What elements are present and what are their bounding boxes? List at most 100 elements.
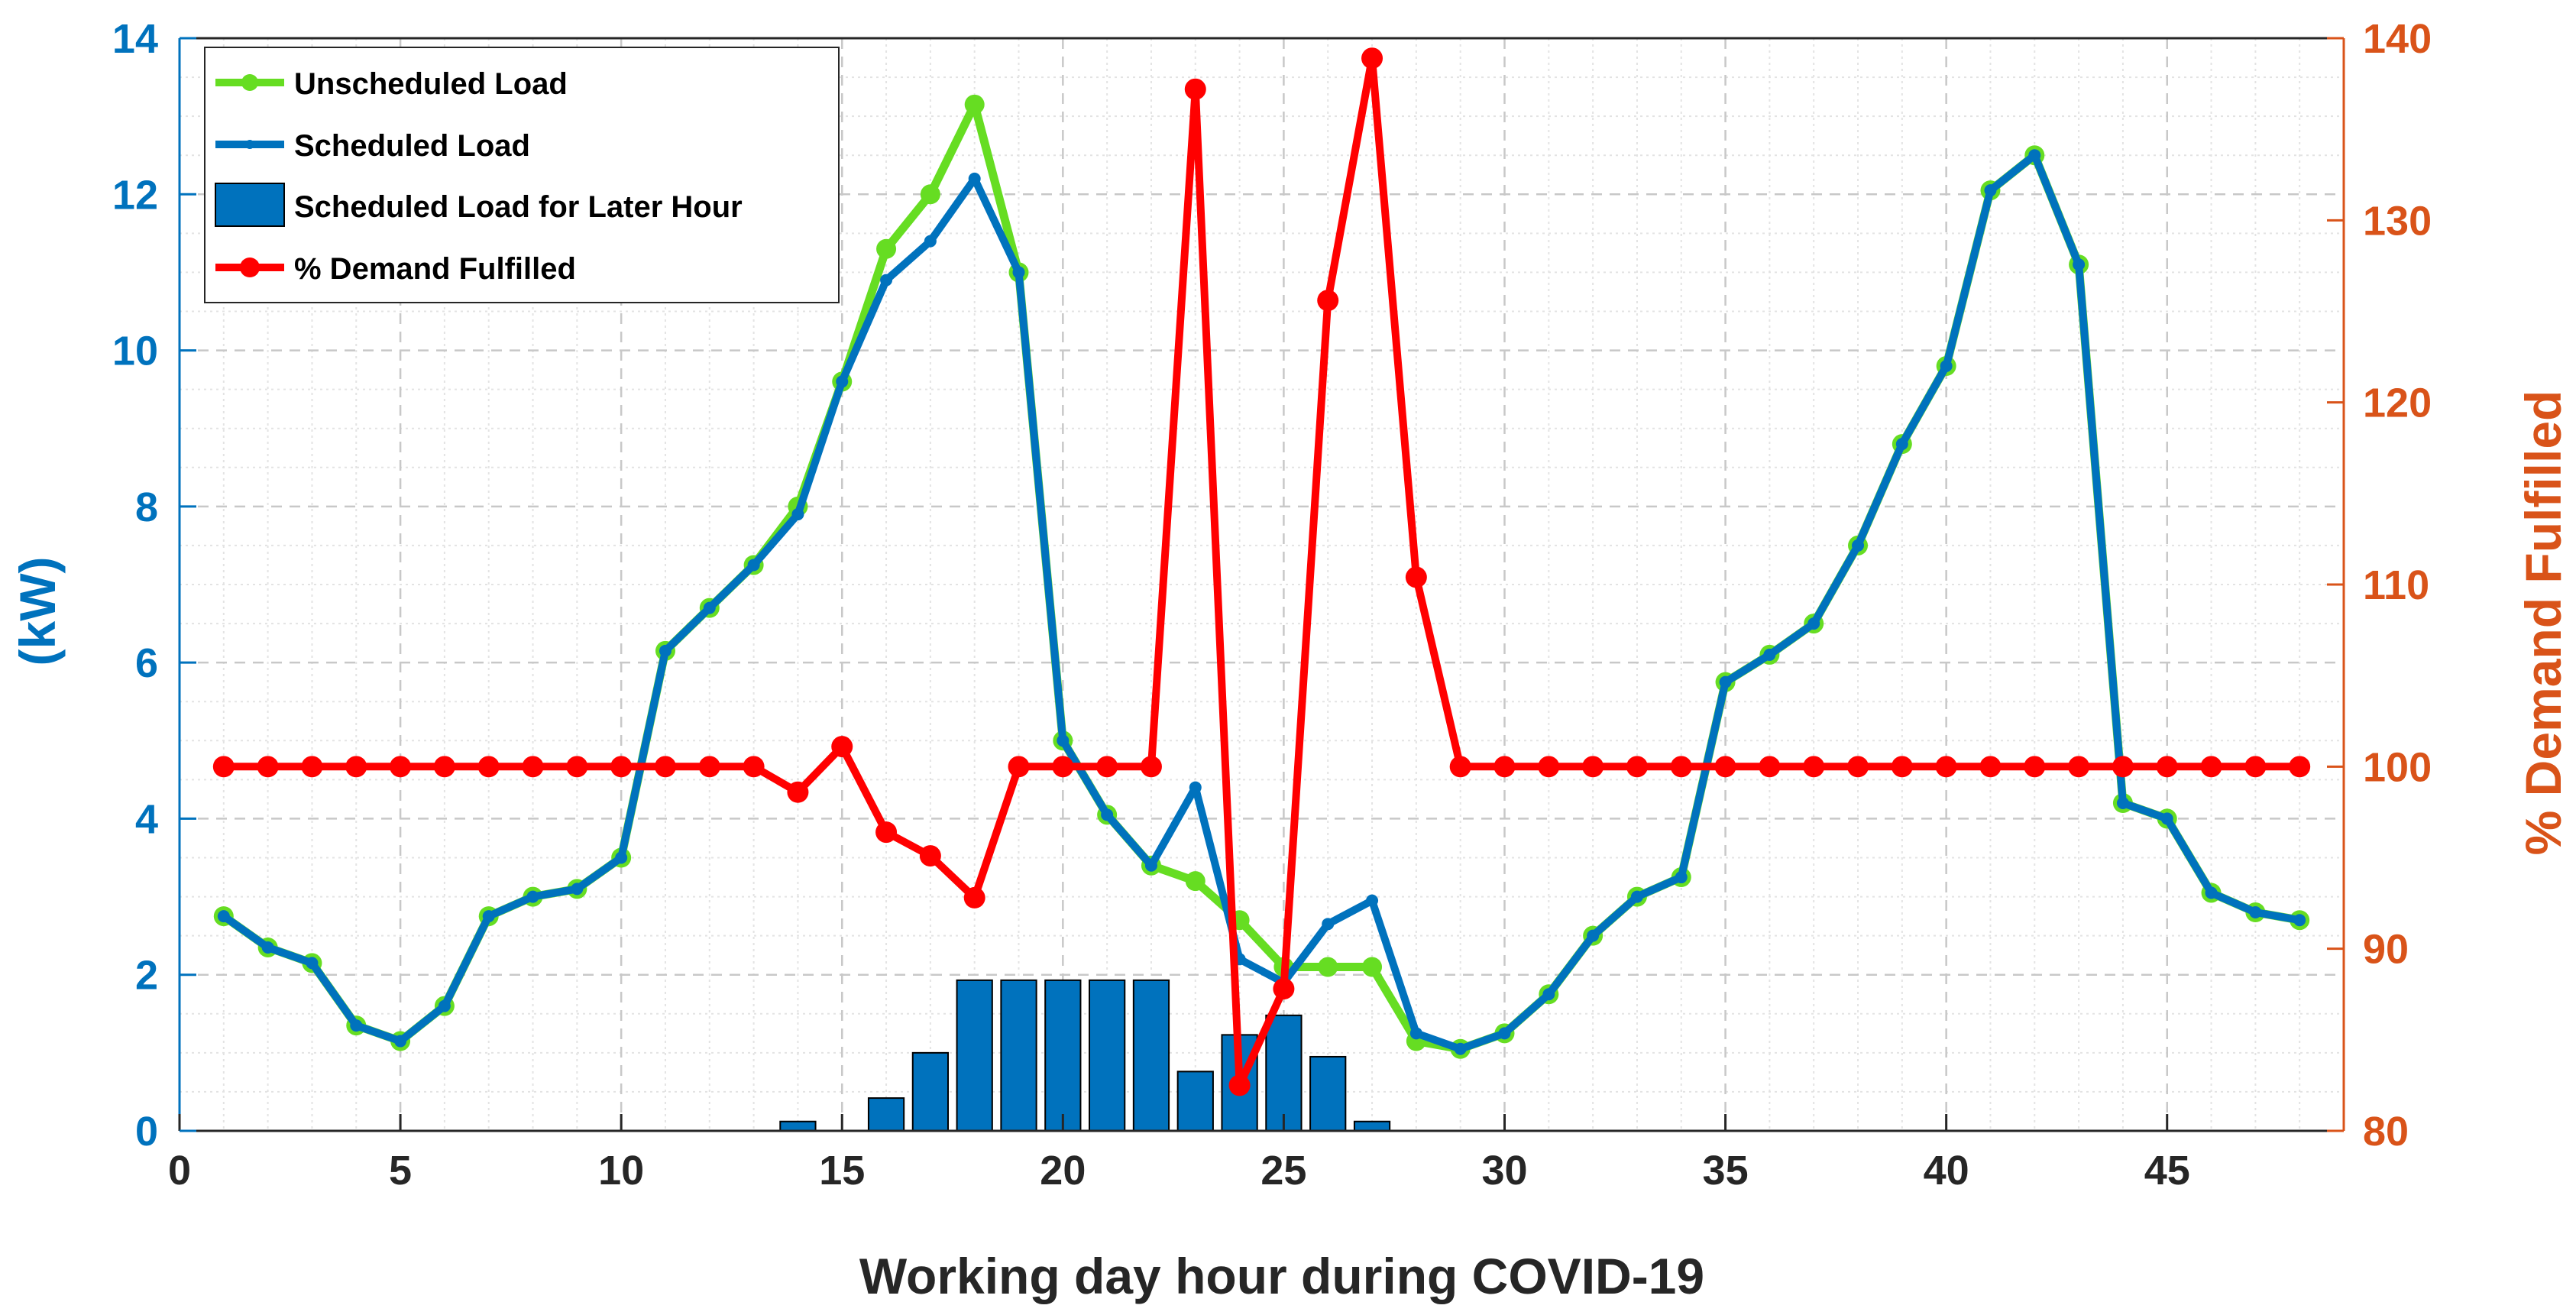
y-left-tick-label: 0: [135, 1109, 158, 1155]
point-scheduled-load-39: [1895, 438, 1908, 451]
point-scheduled-load-17: [924, 235, 937, 248]
x-tick-label: 25: [1260, 1148, 1306, 1194]
point-pct-demand-fulfilled-40: [1935, 756, 1957, 778]
bar-scheduled-load-for-later-hour-16: [867, 1097, 905, 1132]
x-tick-label: 15: [819, 1148, 865, 1194]
y-left-tick-label: 4: [135, 796, 158, 842]
point-scheduled-load-45: [2160, 812, 2173, 825]
bar-scheduled-load-for-later-hour-22: [1132, 979, 1170, 1132]
y-left-tick-label: 10: [112, 329, 158, 374]
tick-labels: 0 5 10 15 20 25 30 35 40 45 0 2 4 6 8 10 12 14 80 90 100 110 1…: [112, 16, 2432, 1194]
series-scheduled-load: [217, 149, 2306, 1055]
bar-scheduled-load-for-later-hour-25: [1265, 1014, 1303, 1132]
point-scheduled-load-40: [1940, 360, 1953, 372]
axes: [178, 37, 2345, 1132]
point-scheduled-load-31: [1542, 988, 1555, 1001]
bar-scheduled-load-for-later-hour-17: [911, 1051, 950, 1132]
legend-item-demand-fulfilled: % Demand Fulfilled: [215, 252, 576, 286]
point-scheduled-load-46: [2205, 886, 2218, 899]
bar-scheduled-load-for-later-hour-23: [1176, 1070, 1214, 1132]
point-scheduled-load-10: [615, 851, 628, 864]
point-scheduled-load-36: [1763, 648, 1776, 661]
point-pct-demand-fulfilled-18: [963, 886, 985, 909]
point-pct-demand-fulfilled-27: [1361, 47, 1383, 70]
point-scheduled-load-9: [571, 883, 584, 896]
point-pct-demand-fulfilled-39: [1891, 756, 1913, 778]
point-scheduled-load-22: [1144, 859, 1157, 872]
legend: Unscheduled Load Scheduled Load Schedule…: [204, 47, 840, 303]
legend-box: [204, 47, 840, 303]
bar-scheduled-load-for-later-hour-21: [1089, 979, 1126, 1132]
point-pct-demand-fulfilled-38: [1847, 756, 1869, 778]
point-pct-demand-fulfilled-19: [1008, 756, 1030, 778]
point-pct-demand-fulfilled-48: [2289, 756, 2311, 778]
point-pct-demand-fulfilled-36: [1759, 756, 1781, 778]
point-pct-demand-fulfilled-20: [1052, 756, 1074, 778]
series-lines: [212, 47, 2311, 1096]
point-scheduled-load-20: [1057, 734, 1070, 747]
legend-label-scheduled-load: Scheduled Load: [294, 129, 530, 163]
y-left-tick-label: 6: [135, 640, 158, 686]
point-scheduled-load-11: [659, 644, 672, 657]
point-scheduled-load-2: [261, 941, 274, 954]
point-pct-demand-fulfilled-24: [1228, 1074, 1251, 1096]
point-pct-demand-fulfilled-16: [875, 821, 898, 844]
y-left-tick-label: 2: [135, 953, 158, 999]
point-pct-demand-fulfilled-32: [1582, 756, 1604, 778]
x-axis-label: Working day hour during COVID-19: [859, 1248, 1704, 1304]
point-scheduled-load-7: [482, 910, 495, 923]
x-tick-label: 10: [598, 1148, 644, 1194]
point-scheduled-load-3: [306, 957, 319, 970]
point-pct-demand-fulfilled-41: [1979, 756, 2002, 778]
y-right-tick-label: 90: [2363, 927, 2409, 973]
point-pct-demand-fulfilled-29: [1449, 756, 1471, 778]
legend-label-scheduled-load-later-hour: Scheduled Load for Later Hour: [294, 190, 743, 224]
point-scheduled-load-6: [438, 999, 451, 1012]
point-scheduled-load-43: [2073, 258, 2086, 271]
point-pct-demand-fulfilled-25: [1273, 978, 1295, 1000]
point-pct-demand-fulfilled-8: [522, 756, 544, 778]
point-scheduled-load-23: [1189, 781, 1202, 794]
y-axis-right-label: % Demand Fulfilled: [2515, 390, 2571, 856]
point-pct-demand-fulfilled-35: [1714, 756, 1736, 778]
point-pct-demand-fulfilled-12: [698, 756, 720, 778]
bar-scheduled-load-for-later-hour-14: [779, 1120, 817, 1132]
point-unscheduled-load-27: [1362, 957, 1383, 977]
point-pct-demand-fulfilled-21: [1096, 756, 1118, 778]
point-pct-demand-fulfilled-22: [1140, 756, 1162, 778]
point-pct-demand-fulfilled-42: [2024, 756, 2046, 778]
point-unscheduled-load-23: [1185, 871, 1205, 892]
x-tick-label: 40: [1924, 1148, 1969, 1194]
point-pct-demand-fulfilled-6: [433, 756, 455, 778]
point-scheduled-load-33: [1630, 890, 1643, 903]
point-scheduled-load-38: [1852, 539, 1865, 552]
y-right-tick-label: 130: [2363, 198, 2432, 244]
point-unscheduled-load-17: [920, 184, 940, 205]
bar-scheduled-load-for-later-hour-20: [1044, 979, 1082, 1132]
point-pct-demand-fulfilled-30: [1493, 756, 1516, 778]
point-scheduled-load-13: [747, 559, 760, 572]
point-pct-demand-fulfilled-45: [2156, 756, 2178, 778]
point-pct-demand-fulfilled-10: [610, 756, 633, 778]
point-scheduled-load-5: [394, 1035, 407, 1048]
y-axis-left-label: (kW): [9, 557, 66, 666]
legend-label-demand-fulfilled: % Demand Fulfilled: [294, 252, 576, 286]
point-pct-demand-fulfilled-9: [566, 756, 588, 778]
point-pct-demand-fulfilled-17: [919, 845, 941, 867]
x-tick-label: 0: [168, 1148, 191, 1194]
point-pct-demand-fulfilled-11: [654, 756, 676, 778]
series-pct-demand-fulfilled: [212, 47, 2311, 1096]
point-scheduled-load-26: [1322, 918, 1335, 931]
x-tick-label: 20: [1040, 1148, 1086, 1194]
point-scheduled-load-30: [1498, 1027, 1511, 1040]
point-pct-demand-fulfilled-14: [787, 781, 809, 803]
point-pct-demand-fulfilled-5: [390, 756, 412, 778]
y-right-tick-label: 120: [2363, 381, 2432, 426]
point-scheduled-load-1: [217, 910, 230, 923]
point-scheduled-load-37: [1807, 617, 1820, 630]
point-pct-demand-fulfilled-4: [345, 756, 367, 778]
point-pct-demand-fulfilled-1: [212, 756, 235, 778]
point-pct-demand-fulfilled-3: [301, 756, 323, 778]
point-scheduled-load-28: [1409, 1027, 1422, 1040]
bar-scheduled-load-for-later-hour-18: [956, 979, 993, 1132]
